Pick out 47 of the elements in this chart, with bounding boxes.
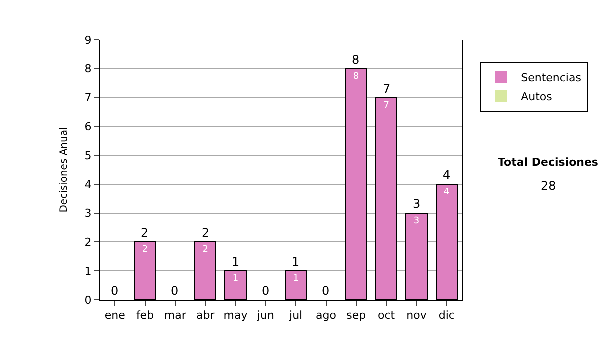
y-tick-label: 7 [84,92,92,105]
x-tick-label: jun [256,309,274,322]
y-tick-label: 0 [84,294,92,307]
data-label: 4 [444,187,450,198]
total-label: 3 [413,197,421,211]
y-tick-label: 2 [84,236,92,250]
legend-label: Autos [521,90,553,104]
x-tick-label: ene [104,309,126,322]
total-label: 0 [111,284,119,298]
data-label: 1 [232,274,239,284]
x-tick-label: jul [288,309,303,322]
y-tick-label: 6 [84,120,92,134]
total-label: 2 [141,226,149,240]
x-tick-label: sep [346,309,366,322]
total-label: 1 [292,255,300,269]
y-tick-label: 5 [84,149,92,162]
text: Total Decisiones [498,156,599,169]
data-label: 1 [293,274,299,284]
x-tick-label: dic [438,309,455,322]
y-tick-label: 8 [84,62,92,76]
x-tick-label: feb [136,309,154,322]
y-tick-label: 1 [84,264,92,278]
legend-label: Sentencias [521,72,582,85]
y-tick-label: 3 [84,207,92,220]
y-axis-title: Decisiones Anual [58,127,70,213]
total-label: 4 [443,168,451,182]
x-tick-label: abr [196,309,216,322]
total-label: 2 [202,226,210,240]
data-label: 2 [142,245,148,256]
total-label: 7 [383,82,391,96]
x-tick-label: nov [406,309,428,322]
total-label: 1 [232,255,240,269]
text: 28 [541,179,556,193]
data-label: 2 [202,245,208,256]
x-tick-label: may [224,309,248,322]
total-label: 8 [352,53,360,67]
total-label: 0 [322,284,330,298]
x-tick-label: oct [378,309,396,322]
data-label: 3 [414,216,420,226]
x-tick-label: ago [316,309,337,322]
total-label: 0 [262,284,270,298]
y-tick-label: 4 [84,178,92,192]
data-label: 8 [353,72,360,82]
x-tick-label: mar [164,309,187,322]
total-label: 0 [171,284,179,298]
y-tick-label: 9 [84,34,92,47]
data-label: 7 [384,100,390,111]
